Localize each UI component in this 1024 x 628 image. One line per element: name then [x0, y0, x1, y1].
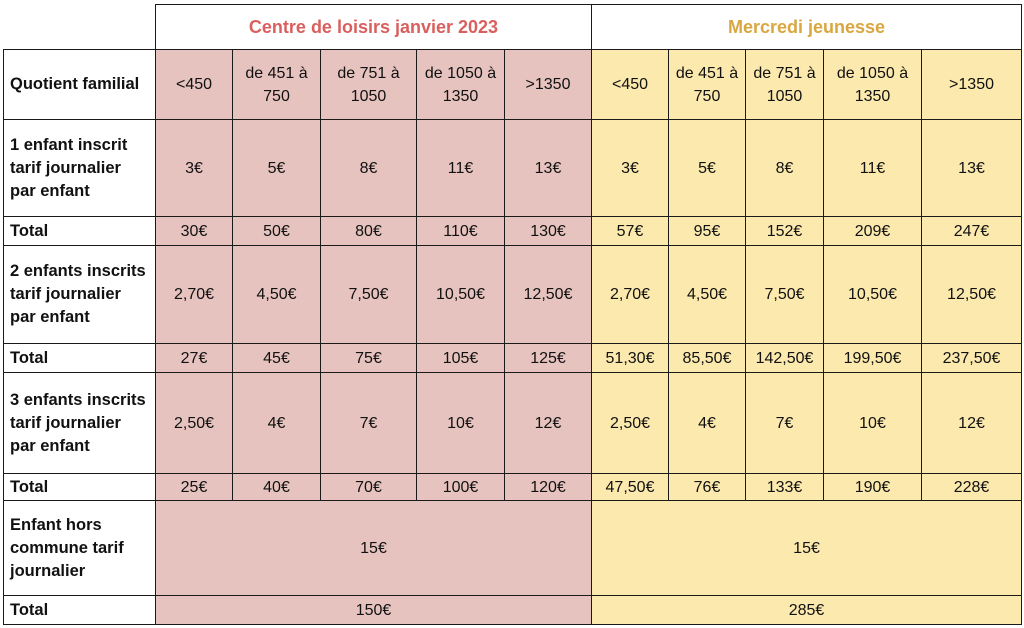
cell: 47,50€ — [591, 473, 669, 501]
one-child-row: 1 enfant inscrit tarif journalier par en… — [3, 119, 1023, 217]
cell-hors-commune-centre: 15€ — [155, 500, 592, 596]
cell-hors-commune-mercredi: 15€ — [590, 500, 1023, 596]
row-label-total: Total — [3, 343, 156, 373]
cell: 209€ — [823, 216, 922, 246]
three-children-row: 3 enfants inscrits tarif journalier par … — [3, 372, 1023, 474]
cell: 100€ — [416, 473, 505, 501]
two-children-row: 2 enfants inscrits tarif journalier par … — [3, 245, 1023, 344]
cell: 237,50€ — [920, 343, 1023, 373]
total-row: Total 30€ 50€ 80€ 110€ 130€ 57€ 95€ 152€… — [3, 216, 1023, 246]
cell: 3€ — [591, 119, 669, 217]
cell: 11€ — [416, 119, 505, 217]
cell-total-hors-mercredi: 285€ — [590, 595, 1023, 625]
cell: 95€ — [668, 216, 746, 246]
cell: <450 — [155, 49, 233, 120]
cell: <450 — [591, 49, 669, 120]
row-label-total: Total — [3, 473, 156, 501]
corner-cell — [3, 4, 156, 50]
cell: 5€ — [668, 119, 746, 217]
cell: 247€ — [920, 216, 1023, 246]
cell: 10,50€ — [416, 245, 505, 344]
cell: 57€ — [591, 216, 669, 246]
cell: 110€ — [416, 216, 505, 246]
cell: 75€ — [320, 343, 417, 373]
quotient-row: Quotient familial <450 de 451 à 750 de 7… — [3, 49, 1023, 120]
cell: de 1050 à 1350 — [416, 49, 505, 120]
cell: 120€ — [504, 473, 592, 501]
cell: 8€ — [745, 119, 824, 217]
row-label-total: Total — [3, 595, 156, 625]
cell: 228€ — [920, 473, 1023, 501]
cell: 10€ — [416, 372, 505, 474]
cell: >1350 — [504, 49, 592, 120]
row-label-three-children: 3 enfants inscrits tarif journalier par … — [3, 372, 156, 474]
cell: 27€ — [155, 343, 233, 373]
cell: 4€ — [232, 372, 321, 474]
cell: 4,50€ — [668, 245, 746, 344]
cell: 40€ — [232, 473, 321, 501]
cell: 45€ — [232, 343, 321, 373]
cell: 152€ — [745, 216, 824, 246]
cell: >1350 — [920, 49, 1023, 120]
row-label-hors-commune: Enfant hors commune tarif journalier — [3, 500, 156, 596]
cell: 7,50€ — [320, 245, 417, 344]
cell: 10,50€ — [823, 245, 922, 344]
row-label-total: Total — [3, 216, 156, 246]
cell: 10€ — [823, 372, 922, 474]
cell: 4,50€ — [232, 245, 321, 344]
row-label-two-children: 2 enfants inscrits tarif journalier par … — [3, 245, 156, 344]
cell: de 751 à 1050 — [745, 49, 824, 120]
row-label-quotient: Quotient familial — [3, 49, 156, 120]
cell: 4€ — [668, 372, 746, 474]
cell: 12€ — [920, 372, 1023, 474]
cell: 70€ — [320, 473, 417, 501]
cell: 2,50€ — [155, 372, 233, 474]
cell: 7€ — [320, 372, 417, 474]
hors-commune-row: Enfant hors commune tarif journalier 15€… — [3, 500, 1023, 596]
cell: 80€ — [320, 216, 417, 246]
cell: 11€ — [823, 119, 922, 217]
cell: 12,50€ — [504, 245, 592, 344]
cell: 3€ — [155, 119, 233, 217]
cell: 2,50€ — [591, 372, 669, 474]
cell: 5€ — [232, 119, 321, 217]
total-row: Total 27€ 45€ 75€ 105€ 125€ 51,30€ 85,50… — [3, 343, 1023, 373]
tarif-table: Centre de loisirs janvier 2023 Mercredi … — [3, 4, 1023, 625]
cell: 76€ — [668, 473, 746, 501]
cell: de 451 à 750 — [232, 49, 321, 120]
cell: 85,50€ — [668, 343, 746, 373]
cell: 50€ — [232, 216, 321, 246]
section-title-centre: Centre de loisirs janvier 2023 — [155, 4, 592, 50]
cell: 13€ — [920, 119, 1023, 217]
total-row: Total 150€ 285€ — [3, 595, 1023, 625]
cell: 2,70€ — [155, 245, 233, 344]
cell: de 751 à 1050 — [320, 49, 417, 120]
total-row: Total 25€ 40€ 70€ 100€ 120€ 47,50€ 76€ 1… — [3, 473, 1023, 501]
cell: 199,50€ — [823, 343, 922, 373]
cell: 8€ — [320, 119, 417, 217]
section-header-row: Centre de loisirs janvier 2023 Mercredi … — [3, 4, 1023, 50]
cell: 142,50€ — [745, 343, 824, 373]
cell: 7€ — [745, 372, 824, 474]
cell: 130€ — [504, 216, 592, 246]
cell-total-hors-centre: 150€ — [155, 595, 592, 625]
cell: 190€ — [823, 473, 922, 501]
cell: 133€ — [745, 473, 824, 501]
section-title-mercredi: Mercredi jeunesse — [590, 4, 1023, 50]
cell: 12€ — [504, 372, 592, 474]
cell: 7,50€ — [745, 245, 824, 344]
row-label-one-child: 1 enfant inscrit tarif journalier par en… — [3, 119, 156, 217]
cell: de 451 à 750 — [668, 49, 746, 120]
cell: 125€ — [504, 343, 592, 373]
cell: 2,70€ — [591, 245, 669, 344]
cell: 30€ — [155, 216, 233, 246]
cell: de 1050 à 1350 — [823, 49, 922, 120]
cell: 105€ — [416, 343, 505, 373]
cell: 25€ — [155, 473, 233, 501]
cell: 13€ — [504, 119, 592, 217]
cell: 51,30€ — [591, 343, 669, 373]
cell: 12,50€ — [920, 245, 1023, 344]
